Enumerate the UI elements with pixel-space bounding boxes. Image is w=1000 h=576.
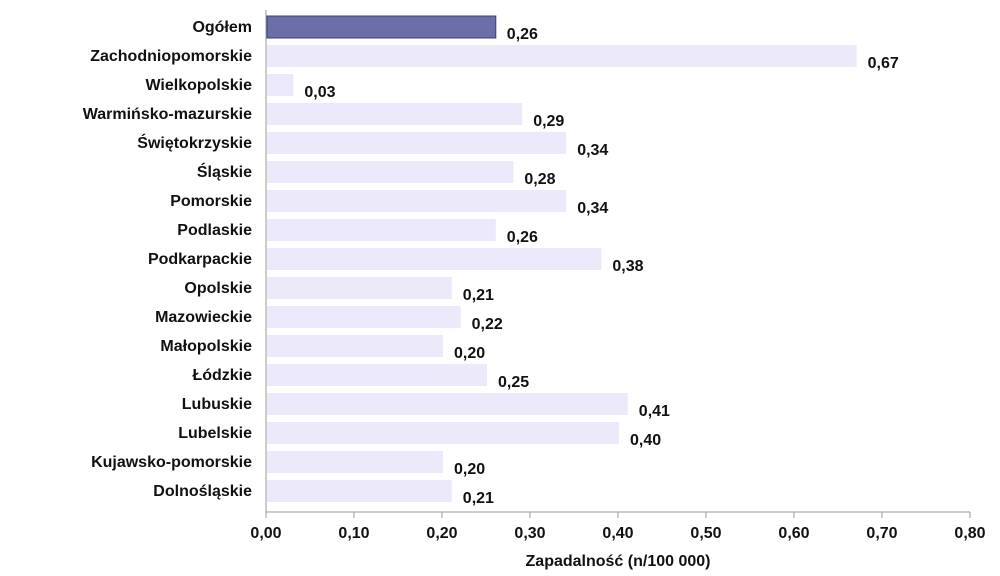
bar-łódzkie bbox=[267, 364, 487, 386]
x-tick-label: 0,60 bbox=[778, 525, 809, 542]
category-label: Podkarpackie bbox=[148, 251, 252, 268]
category-label: Kujawsko-pomorskie bbox=[91, 454, 252, 471]
value-label: 0,22 bbox=[472, 316, 503, 333]
value-label: 0,34 bbox=[577, 142, 608, 159]
category-label: Małopolskie bbox=[160, 338, 252, 355]
value-label: 0,20 bbox=[454, 461, 485, 478]
value-label: 0,34 bbox=[577, 200, 608, 217]
value-label: 0,28 bbox=[524, 171, 555, 188]
bar-podlaskie bbox=[267, 219, 496, 241]
bar-dolnośląskie bbox=[267, 480, 452, 502]
bar-ogółem bbox=[266, 15, 497, 39]
category-label: Łódzkie bbox=[192, 367, 252, 384]
x-tick-label: 0,10 bbox=[338, 525, 369, 542]
category-label: Opolskie bbox=[184, 280, 252, 297]
x-tick-label: 0,00 bbox=[250, 525, 281, 542]
bar-mazowieckie bbox=[267, 306, 461, 328]
category-label: Lubuskie bbox=[182, 396, 252, 413]
x-tick-label: 0,30 bbox=[514, 525, 545, 542]
bar-świętokrzyskie bbox=[267, 132, 567, 154]
category-label: Zachodniopomorskie bbox=[90, 48, 252, 65]
bars-layer: Ogółem 0,26 Zachodniopomorskie 0,67 Wielkopo… bbox=[83, 15, 899, 507]
value-label: 0,40 bbox=[630, 432, 661, 449]
x-axis-title: Zapadalność (n/100 000) bbox=[526, 553, 711, 570]
bar-podkarpackie bbox=[267, 248, 602, 270]
x-axis: 0,00 0,10 0,20 0,30 0,40 0,50 0,60 0,70 0,80 bbox=[250, 10, 986, 542]
value-label: 0,29 bbox=[533, 113, 564, 130]
value-label: 0,26 bbox=[507, 229, 538, 246]
bar-pomorskie bbox=[267, 190, 567, 212]
x-tick-label: 0,40 bbox=[602, 525, 633, 542]
value-label: 0,38 bbox=[612, 258, 643, 275]
value-label: 0,20 bbox=[454, 345, 485, 362]
category-label: Świętokrzyskie bbox=[137, 133, 252, 152]
category-label: Dolnośląskie bbox=[153, 483, 252, 500]
category-label: Śląskie bbox=[197, 162, 252, 181]
value-label: 0,21 bbox=[463, 287, 494, 304]
bar-wielkopolskie bbox=[267, 74, 294, 96]
category-label: Wielkopolskie bbox=[145, 77, 252, 94]
x-tick-label: 0,50 bbox=[690, 525, 721, 542]
bar-zachodniopomorskie bbox=[267, 45, 857, 67]
bar-opolskie bbox=[267, 277, 452, 299]
value-label: 0,03 bbox=[304, 84, 335, 101]
bar-lubelskie bbox=[267, 422, 619, 444]
value-label: 0,25 bbox=[498, 374, 529, 391]
category-label: Lubelskie bbox=[178, 425, 252, 442]
bar-śląskie bbox=[267, 161, 514, 183]
bar-lubuskie bbox=[267, 393, 628, 415]
value-label: 0,26 bbox=[507, 26, 538, 43]
category-label: Warmińsko-mazurskie bbox=[83, 106, 252, 123]
bar-małopolskie bbox=[267, 335, 443, 357]
bar-kujawsko-pomorskie bbox=[267, 451, 443, 473]
value-label: 0,21 bbox=[463, 490, 494, 507]
x-tick-label: 0,70 bbox=[866, 525, 897, 542]
bar-warmińsko-mazurskie bbox=[267, 103, 523, 125]
x-tick-label: 0,80 bbox=[954, 525, 985, 542]
category-label: Pomorskie bbox=[170, 193, 252, 210]
x-tick-label: 0,20 bbox=[426, 525, 457, 542]
value-label: 0,67 bbox=[868, 55, 899, 72]
category-label: Mazowieckie bbox=[155, 309, 252, 326]
value-label: 0,41 bbox=[639, 403, 670, 420]
category-label: Ogółem bbox=[192, 19, 252, 36]
category-label: Podlaskie bbox=[177, 222, 252, 239]
